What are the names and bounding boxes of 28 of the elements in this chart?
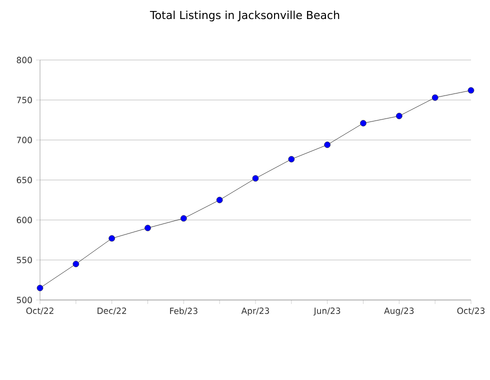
point [468,87,474,94]
point [180,215,187,222]
point [36,284,44,292]
point [216,196,223,204]
x-tick-label: Aug/23 [384,308,414,316]
point [288,156,295,162]
x-tick-label: Feb/23 [170,308,198,315]
x-tick-label: Dec/22 [98,308,126,315]
point [108,235,116,242]
y-tick-label: 700 [16,136,32,144]
point [324,142,331,148]
x-tick-label: Jun/23 [313,308,340,316]
point [72,260,80,268]
y-tick-label: 600 [16,216,32,224]
y-tick-label: 500 [16,296,32,304]
point [144,224,151,232]
point [360,120,366,126]
point [396,112,402,120]
point [432,94,438,101]
x-tick-label: Oct/22 [26,308,54,315]
y-tick-label: 750 [16,96,32,104]
y-tick-label: 650 [16,176,32,184]
x-tick-label: Oct/23 [457,308,484,315]
y-tick-label: 800 [16,56,32,64]
x-tick-label: Apr/23 [241,308,270,316]
chart-title: Total Listings in Jacksonville Beach [150,10,340,22]
y-tick-label: 550 [16,256,32,264]
point [252,175,259,182]
